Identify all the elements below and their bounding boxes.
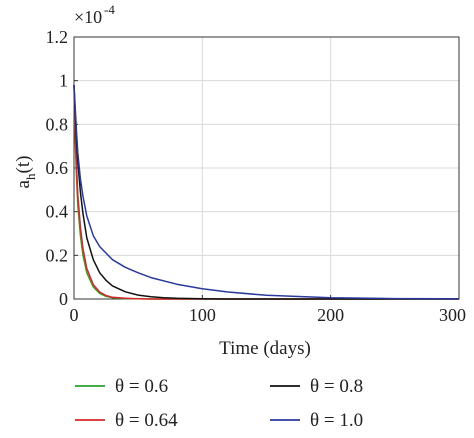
x-tick-label: 100 <box>189 305 216 325</box>
y-axis-label-tail: (t) <box>13 156 34 174</box>
legend-label: θ = 1.0 <box>310 410 363 431</box>
y-tick-label: 0.6 <box>46 158 69 178</box>
y-tick-label: 1.2 <box>46 27 69 47</box>
legend-label: θ = 0.8 <box>310 376 363 397</box>
legend-label: θ = 0.64 <box>115 410 178 431</box>
y-axis-label-subscript: h <box>23 173 38 180</box>
series-line <box>73 84 459 300</box>
scale-multiplier: ×10 <box>74 7 102 27</box>
scale-exponent: -4 <box>104 2 115 17</box>
y-tick-label: 0 <box>59 289 68 309</box>
y-axis-label-main: a <box>13 179 34 188</box>
y-tick-label: 0.8 <box>46 114 69 134</box>
svg-text:ah(t): ah(t) <box>13 156 38 189</box>
legend: θ = 0.6 θ = 0.64 θ = 0.8 θ = 1.0 <box>75 376 363 431</box>
legend-label: θ = 0.6 <box>115 376 168 397</box>
x-tick-label: 0 <box>70 305 79 325</box>
y-tick-label: 1 <box>59 71 68 91</box>
y-tick-label: 0.2 <box>46 245 69 265</box>
series-lines <box>73 84 460 300</box>
x-tick-label: 300 <box>439 305 466 325</box>
y-axis-label: ah(t) <box>13 156 38 189</box>
series-line <box>73 84 460 300</box>
x-tick-label: 200 <box>317 305 344 325</box>
ticks: 0 100 200 300 0 0.2 0.4 0.6 0.8 1 1.2 <box>46 27 467 325</box>
x-axis-label: Time (days) <box>219 338 311 359</box>
y-tick-label: 0.4 <box>46 202 69 222</box>
